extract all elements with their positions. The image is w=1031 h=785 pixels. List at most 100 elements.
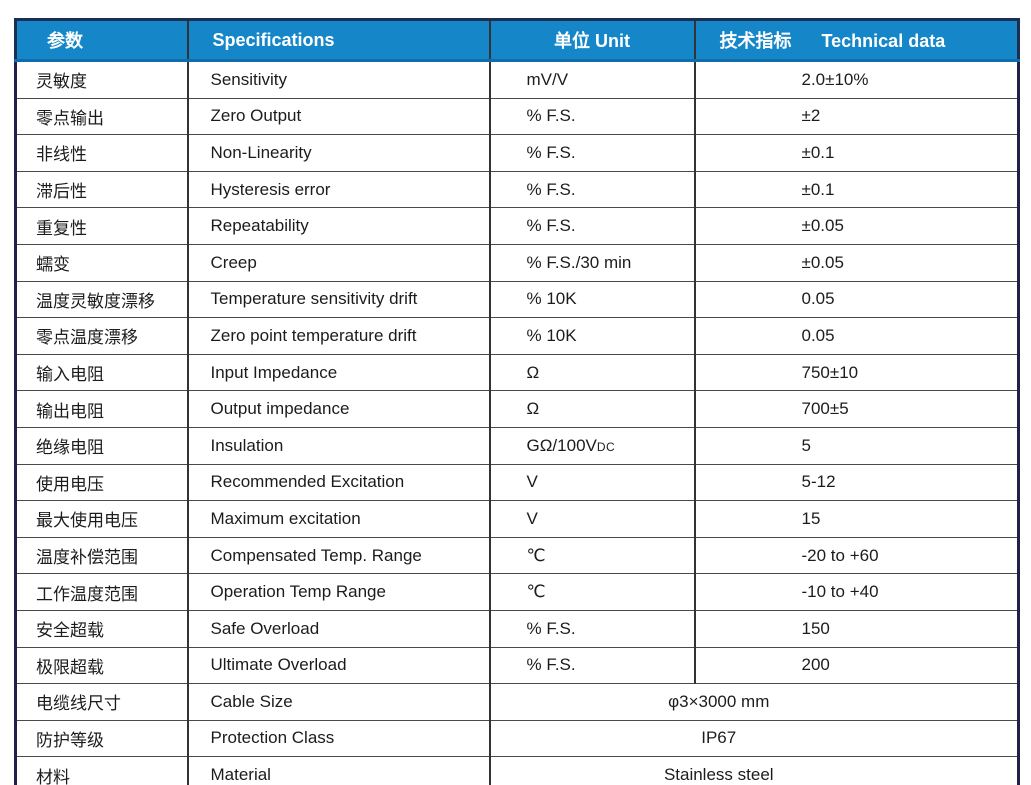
unit-text: % F.S. (526, 179, 576, 199)
spec-cell: Temperature sensitivity drift (186, 280, 490, 319)
table-row: 蠕变 Creep % F.S./30 min ±0.05 (14, 243, 1020, 282)
unit-cell: % F.S. (488, 170, 695, 209)
unit-text: % F.S. (526, 618, 576, 638)
value-cell: ±0.05 (693, 207, 1020, 245)
unit-cell: % F.S. (488, 646, 695, 685)
table-row: 最大使用电压 Maximum excitation V 15 (14, 500, 1020, 538)
param-cell: 输出电阻 (14, 390, 188, 428)
param-cell: 最大使用电压 (14, 500, 188, 538)
param-cell: 安全超载 (14, 609, 188, 648)
unit-text: % 10K (526, 325, 577, 345)
spec-cell: Zero point temperature drift (186, 317, 490, 355)
spec-cell: Zero Output (186, 97, 490, 136)
param-cell: 零点输出 (14, 97, 188, 136)
param-cell: 滞后性 (14, 170, 188, 209)
unit-cell: % F.S./30 min (488, 243, 695, 282)
table-row: 安全超载 Safe Overload % F.S. 150 (14, 609, 1020, 648)
unit-text: V (526, 508, 538, 528)
table-row: 滞后性 Hysteresis error % F.S. ±0.1 (14, 170, 1020, 209)
value-cell: 2.0±10% (693, 60, 1020, 99)
header-specifications: Specifications (186, 18, 490, 62)
unit-cell: % 10K (488, 280, 695, 319)
spec-cell: Hysteresis error (186, 170, 490, 209)
spec-cell: Protection Class (186, 719, 490, 758)
unit-cell: GΩ/100VDC (488, 426, 695, 465)
value-cell: ±0.05 (693, 243, 1020, 282)
param-cell: 绝缘电阻 (14, 426, 188, 465)
param-cell: 灵敏度 (14, 60, 188, 99)
unit-cell: % F.S. (488, 97, 695, 136)
value-cell: 15 (693, 500, 1020, 538)
table-body: 灵敏度 Sensitivity mV/V 2.0±10% 零点输出 Zero Output… (14, 60, 1020, 785)
unit-text: % F.S./30 min (526, 252, 632, 272)
unit-text: Ω (526, 399, 540, 419)
value-cell: ±2 (693, 97, 1020, 136)
unit-cell: % 10K (488, 317, 695, 355)
unit-cell: Ω (488, 353, 695, 392)
table-row: 使用电压 Recommended Excitation V 5-12 (14, 463, 1020, 502)
spec-cell: Creep (186, 243, 490, 282)
param-cell: 极限超载 (14, 646, 188, 685)
spec-cell: Recommended Excitation (186, 463, 490, 502)
spec-cell: Safe Overload (186, 609, 490, 648)
spec-cell: Output impedance (186, 390, 490, 428)
spec-cell: Input Impedance (186, 353, 490, 392)
header-param: 参数 (14, 18, 188, 62)
table-row: 工作温度范围 Operation Temp Range ℃ -10 to +40 (14, 573, 1020, 611)
param-cell: 零点温度漂移 (14, 317, 188, 355)
header-technical-data: 技术指标 Technical data (693, 18, 1020, 62)
param-cell: 温度补偿范围 (14, 536, 188, 575)
spec-cell: Non-Linearity (186, 134, 490, 172)
value-cell: 200 (693, 646, 1020, 685)
header-unit: 单位 Unit (488, 18, 695, 62)
table-row: 零点输出 Zero Output % F.S. ±2 (14, 97, 1020, 136)
value-cell: 0.05 (693, 280, 1020, 319)
header-technical-data-cn: 技术指标 (719, 31, 792, 51)
spec-cell: Insulation (186, 426, 490, 465)
table-row: 非线性 Non-Linearity % F.S. ±0.1 (14, 134, 1020, 172)
spec-cell: Material (186, 756, 490, 785)
unit-text: % F.S. (526, 142, 576, 162)
spec-cell: Maximum excitation (186, 500, 490, 538)
table-row: 输入电阻 Input Impedance Ω 750±10 (14, 353, 1020, 392)
table-row: 绝缘电阻 Insulation GΩ/100VDC 5 (14, 426, 1020, 465)
header-row: 参数 Specifications 单位 Unit 技术指标 Technical … (14, 18, 1020, 62)
specifications-table: 参数 Specifications 单位 Unit 技术指标 Technical … (14, 18, 1020, 785)
table-row: 重复性 Repeatability % F.S. ±0.05 (14, 207, 1020, 245)
param-cell: 防护等级 (14, 719, 188, 758)
unit-cell: % F.S. (488, 134, 695, 172)
unit-text: % 10K (526, 289, 577, 309)
table-row: 灵敏度 Sensitivity mV/V 2.0±10% (14, 60, 1020, 99)
value-cell: ±0.1 (693, 134, 1020, 172)
param-cell: 重复性 (14, 207, 188, 245)
table-row: 极限超载 Ultimate Overload % F.S. 200 (14, 646, 1020, 685)
merged-value-cell: φ3×3000 mm (488, 683, 1020, 721)
spec-cell: Repeatability (186, 207, 490, 245)
unit-cell: V (488, 500, 695, 538)
unit-cell: ℃ (488, 536, 695, 575)
unit-text: GΩ/100V (526, 435, 597, 455)
table-row: 零点温度漂移 Zero point temperature drift % 10K 0… (14, 317, 1020, 355)
value-cell: ±0.1 (693, 170, 1020, 209)
merged-value-cell: Stainless steel (488, 756, 1020, 785)
param-cell: 温度灵敏度漂移 (14, 280, 188, 319)
unit-text: % F.S. (526, 106, 576, 126)
unit-cell: mV/V (488, 60, 695, 99)
spec-cell: Ultimate Overload (186, 646, 490, 685)
param-cell: 使用电压 (14, 463, 188, 502)
table-row: 电缆线尺寸 Cable Size φ3×3000 mm (14, 683, 1020, 721)
unit-text: V (526, 472, 538, 492)
spec-cell: Operation Temp Range (186, 573, 490, 611)
value-cell: 5 (693, 426, 1020, 465)
value-cell: 0.05 (693, 317, 1020, 355)
merged-value-cell: IP67 (488, 719, 1020, 758)
table-row: 温度补偿范围 Compensated Temp. Range ℃ -20 to +60 (14, 536, 1020, 575)
table-row: 温度灵敏度漂移 Temperature sensitivity drift % 10… (14, 280, 1020, 319)
spec-cell: Sensitivity (186, 60, 490, 99)
param-cell: 非线性 (14, 134, 188, 172)
spec-cell: Compensated Temp. Range (186, 536, 490, 575)
unit-cell: ℃ (488, 573, 695, 611)
header-technical-data-en: Technical data (821, 31, 946, 51)
unit-text: % F.S. (526, 216, 576, 236)
unit-cell: Ω (488, 390, 695, 428)
